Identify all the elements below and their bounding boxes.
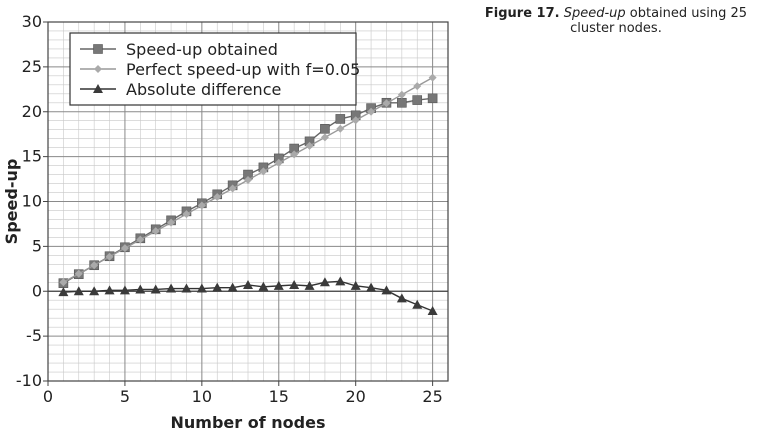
data-point-perfect-speedup	[428, 73, 437, 82]
y-tick-label: 25	[22, 57, 42, 76]
data-point-absolute-difference	[412, 299, 423, 309]
legend-label-speedup-obtained: Speed-up obtained	[126, 40, 278, 59]
legend-label-absolute-difference: Absolute difference	[126, 80, 281, 99]
data-point-absolute-difference	[350, 280, 361, 290]
data-point-absolute-difference	[396, 293, 407, 303]
data-point-perfect-speedup	[228, 184, 237, 193]
data-point-speedup-obtained	[335, 114, 346, 124]
data-point-absolute-difference	[319, 277, 330, 287]
data-point-perfect-speedup	[197, 201, 206, 210]
data-point-absolute-difference	[119, 285, 130, 295]
y-tick-label: -5	[26, 326, 42, 345]
data-point-perfect-speedup	[120, 244, 129, 253]
data-point-perfect-speedup	[244, 175, 252, 184]
y-tick-label: 30	[22, 12, 42, 31]
legend-label-perfect-speedup: Perfect speed-up with f=0.05	[126, 60, 360, 79]
data-point-absolute-difference	[212, 282, 223, 292]
data-point-absolute-difference	[166, 283, 177, 293]
data-point-absolute-difference	[381, 285, 392, 295]
data-point-absolute-difference	[335, 276, 346, 286]
data-point-absolute-difference	[58, 287, 69, 297]
data-point-perfect-speedup	[274, 158, 283, 167]
data-point-absolute-difference	[258, 281, 269, 291]
series-absolute-difference	[58, 276, 438, 315]
caption-label: Figure 17.	[484, 6, 560, 21]
data-point-perfect-speedup	[151, 227, 160, 236]
y-tick-label: 15	[22, 147, 42, 166]
legend-marker-perfect-speedup	[94, 65, 102, 73]
data-point-perfect-speedup	[90, 261, 99, 270]
data-point-perfect-speedup	[74, 269, 83, 278]
legend-marker-absolute-difference	[93, 84, 103, 93]
data-point-absolute-difference	[227, 282, 238, 292]
data-point-absolute-difference	[196, 283, 207, 293]
ticks: 0 5 10 15 20 25 -10 -5 0 5 10 15 20 25 30	[16, 12, 443, 406]
data-point-absolute-difference	[104, 285, 115, 295]
data-point-perfect-speedup	[290, 150, 299, 159]
y-tick-label: 5	[32, 236, 42, 255]
data-point-absolute-difference	[181, 283, 192, 293]
data-point-perfect-speedup	[413, 82, 422, 91]
caption-text: obtained using 25 cluster nodes.	[570, 6, 748, 36]
series-layer	[58, 73, 438, 315]
data-point-perfect-speedup	[167, 218, 176, 227]
caption-emphasis: Speed-up	[563, 6, 626, 21]
data-point-absolute-difference	[289, 279, 300, 289]
x-tick-label: 10	[192, 387, 212, 406]
x-axis-title: Number of nodes	[171, 413, 326, 432]
data-point-perfect-speedup	[367, 107, 376, 116]
data-point-perfect-speedup	[397, 90, 406, 99]
data-point-perfect-speedup	[382, 99, 391, 108]
figure-caption: Figure 17. Speed-up obtained using 25 cl…	[470, 6, 762, 36]
data-point-absolute-difference	[73, 286, 84, 296]
data-point-absolute-difference	[89, 286, 100, 296]
series-perfect-speedup	[59, 73, 437, 287]
data-point-perfect-speedup	[336, 124, 345, 133]
y-tick-label: 10	[22, 192, 42, 211]
legend-marker-speedup-obtained	[93, 44, 103, 54]
legend-box	[69, 32, 357, 106]
data-point-absolute-difference	[135, 284, 146, 294]
data-point-absolute-difference	[273, 280, 284, 290]
data-point-perfect-speedup	[320, 133, 329, 142]
x-tick-label: 20	[346, 387, 366, 406]
x-tick-label: 25	[422, 387, 442, 406]
x-tick-label: 15	[269, 387, 289, 406]
data-point-perfect-speedup	[105, 252, 114, 261]
data-point-perfect-speedup	[213, 193, 222, 202]
y-tick-label: -10	[16, 371, 42, 390]
data-point-speedup-obtained	[412, 95, 423, 105]
data-point-speedup-obtained	[427, 93, 438, 104]
data-point-perfect-speedup	[351, 116, 360, 125]
data-point-absolute-difference	[150, 284, 161, 294]
y-tick-label: 0	[32, 281, 42, 300]
data-point-speedup-obtained	[397, 97, 407, 108]
data-point-perfect-speedup	[59, 278, 68, 287]
data-point-perfect-speedup	[259, 167, 268, 176]
data-point-absolute-difference	[366, 282, 377, 292]
data-point-perfect-speedup	[136, 235, 145, 244]
data-point-speedup-obtained	[320, 124, 330, 134]
y-tick-label: 20	[22, 102, 42, 121]
data-point-absolute-difference	[304, 280, 315, 290]
data-point-absolute-difference	[427, 305, 438, 315]
x-tick-label: 5	[120, 387, 130, 406]
x-tick-label: 0	[43, 387, 53, 406]
data-point-perfect-speedup	[305, 141, 314, 150]
y-axis-title: Speed-up	[2, 159, 21, 245]
data-point-absolute-difference	[243, 279, 253, 289]
data-point-perfect-speedup	[182, 210, 191, 219]
